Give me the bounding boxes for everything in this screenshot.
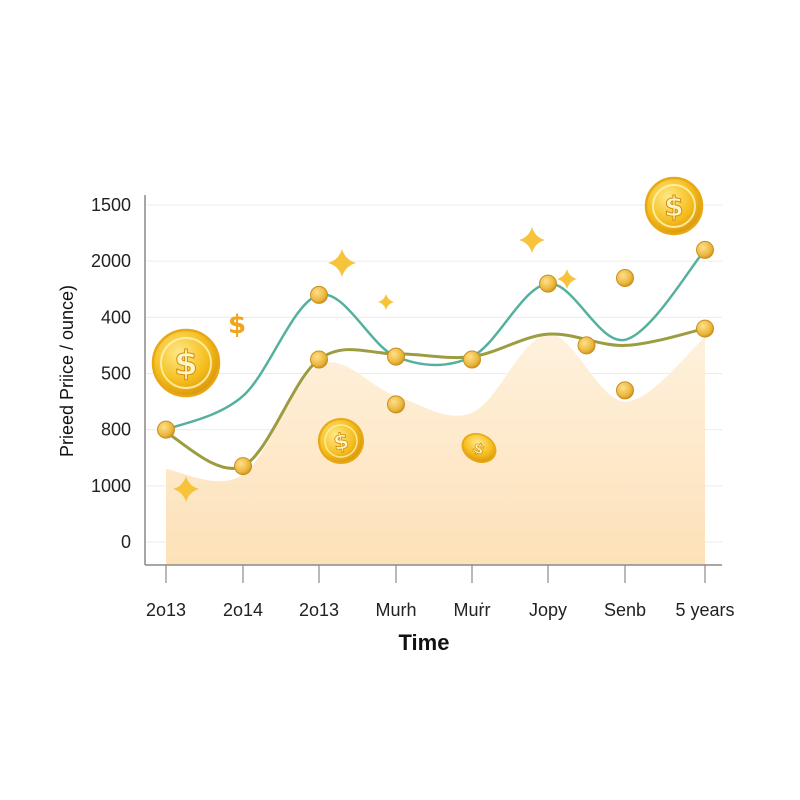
y-tick-label: 1500 xyxy=(91,195,131,215)
y-tick-label: 400 xyxy=(101,307,131,327)
x-tick-label: Jopy xyxy=(529,600,567,620)
y-axis-label: Prieed Priice / ounce) xyxy=(57,285,77,457)
x-axis-label: Time xyxy=(399,630,450,655)
floating-dollar-sign: $ xyxy=(228,310,246,340)
decor-coin-1: $ xyxy=(318,418,364,464)
data-point xyxy=(157,420,175,439)
y-tick-label: 500 xyxy=(101,364,131,384)
decor-coin-2: $ xyxy=(461,433,497,463)
data-point xyxy=(696,240,714,259)
x-tick-label: Murh xyxy=(375,600,416,620)
axes xyxy=(144,195,722,566)
x-tick-labels: 2o13 2o14 2o13 Murh Muṙr Jopy Senb 5 years xyxy=(146,565,735,620)
sparkle-icon xyxy=(378,294,394,310)
dollar-glyph: $ xyxy=(332,429,351,456)
series-teal-line xyxy=(164,248,707,431)
data-point xyxy=(463,350,481,369)
data-markers xyxy=(157,240,714,476)
x-tick-label: 5 years xyxy=(675,600,734,620)
data-point xyxy=(539,274,557,293)
data-point xyxy=(696,319,714,338)
y-tick-label: 1000 xyxy=(91,476,131,496)
sparkle-icon xyxy=(328,249,356,277)
big-coin-left: $ xyxy=(151,328,221,398)
y-tick-label: 0 xyxy=(121,532,131,552)
data-point xyxy=(234,457,252,476)
data-point xyxy=(616,269,634,288)
sparkle-icon xyxy=(519,227,545,253)
x-tick-label: 2o13 xyxy=(146,600,186,620)
y-tick-label: 800 xyxy=(101,420,131,440)
sparkles xyxy=(173,227,577,502)
x-tick-label: Muṙr xyxy=(454,600,491,620)
data-point xyxy=(616,381,634,400)
x-tick-label: Senb xyxy=(604,600,646,620)
y-tick-label: 2000 xyxy=(91,251,131,271)
sparkle-icon xyxy=(173,476,199,502)
data-point xyxy=(310,350,328,369)
dollar-glyph: $ xyxy=(174,344,198,384)
dollar-glyph: $ xyxy=(664,190,683,223)
sparkle-icon xyxy=(557,269,577,289)
data-point xyxy=(387,347,405,366)
x-tick-label: 2o14 xyxy=(223,600,263,620)
data-point xyxy=(310,285,328,304)
data-point xyxy=(387,395,405,414)
price-area xyxy=(166,334,705,565)
big-coin-top-right: $ xyxy=(644,176,704,236)
y-tick-labels: 1500 2000 400 500 800 1000 0 xyxy=(91,195,131,552)
data-point xyxy=(577,336,596,355)
x-tick-label: 2o13 xyxy=(299,600,339,620)
